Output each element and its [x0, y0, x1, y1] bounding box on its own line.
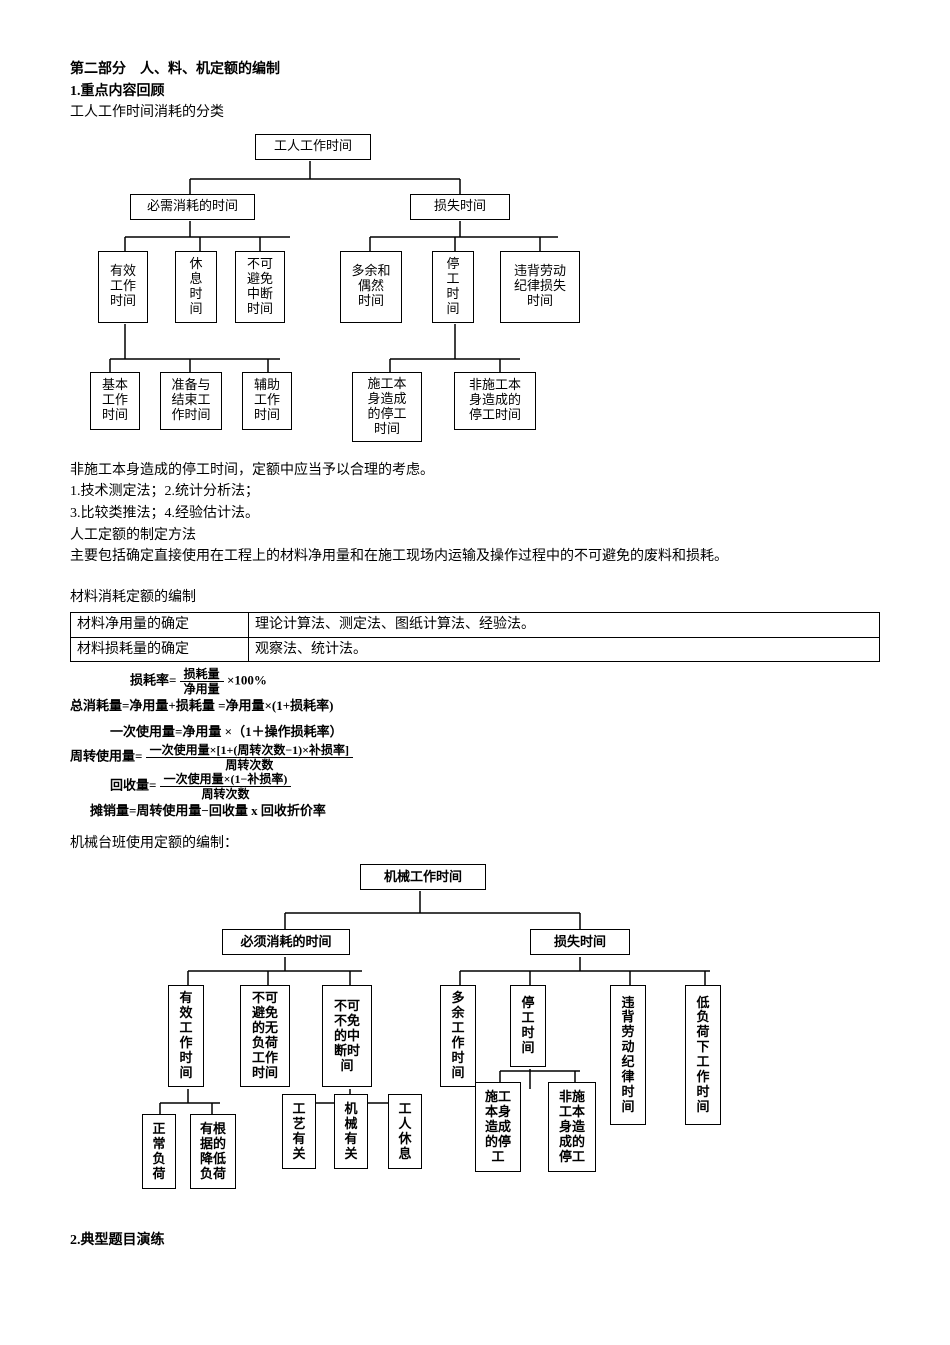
c2-l3d: 机 械 有 关	[334, 1094, 368, 1169]
p4: 人工定额的制定方法	[70, 526, 880, 546]
c1-l2e: 停 工 时 间	[432, 251, 474, 323]
c1-l2a: 有效 工作 时间	[98, 251, 148, 323]
worker-time-flowchart: 工人工作时间 必需消耗的时间 损失时间 有效 工作 时间 休 息 时 间 不可 …	[90, 129, 690, 449]
machine-time-flowchart: 机械工作时间 必须消耗的时间 损失时间 有 效 工 作 时 间 不可 避免 的无…	[150, 859, 790, 1199]
f4-den: 周转次数	[225, 758, 273, 771]
f3: 一次使用量=净用量 ×（1＋操作损耗率）	[110, 723, 880, 741]
p5: 主要包括确定直接使用在工程上的材料净用量和在施工现场内运输及操作过程中的不可避免…	[70, 547, 880, 567]
c1-l3b: 准备与 结束工 作时间	[160, 372, 222, 430]
c2-l3b: 有根 据的 降低 负荷	[190, 1114, 236, 1189]
c2-l2b: 不可 避免 的无 负荷 工作 时间	[240, 985, 290, 1087]
c2-l2a: 有 效 工 作 时 间	[168, 985, 204, 1087]
text2: 材料消耗定额的编制	[70, 588, 880, 608]
f1-num: 损耗量	[180, 668, 224, 682]
c1-l2f: 违背劳动 纪律损失 时间	[500, 251, 580, 323]
material-table: 材料净用量的确定 理论计算法、测定法、图纸计算法、经验法。 材料损耗量的确定 观…	[70, 612, 880, 662]
c1-l3d: 施工本 身造成 的停工 时间	[352, 372, 422, 442]
cell: 材料净用量的确定	[71, 612, 249, 637]
p3: 3.比较类推法；4.经验估计法。	[70, 504, 880, 524]
c1-l3e: 非施工本 身造成的 停工时间	[454, 372, 536, 430]
c2-l3c: 工 艺 有 关	[282, 1094, 316, 1169]
f1-den: 净用量	[184, 682, 220, 695]
c1-root: 工人工作时间	[255, 134, 371, 160]
f1-prefix: 损耗率=	[130, 673, 176, 688]
c1-l1a: 必需消耗的时间	[130, 194, 255, 220]
c2-l3a: 正 常 负 荷	[142, 1114, 176, 1189]
c2-l2e: 停 工 时 间	[510, 985, 546, 1067]
c1-l2b: 休 息 时 间	[175, 251, 217, 323]
c1-l2c: 不可 避免 中断 时间	[235, 251, 285, 323]
f1-suffix: ×100%	[227, 673, 267, 688]
c2-l2d: 多 余 工 作 时 间	[440, 985, 476, 1087]
table-row: 材料损耗量的确定 观察法、统计法。	[71, 637, 880, 662]
c2-root: 机械工作时间	[360, 864, 486, 890]
f2: 总消耗量=净用量+损耗量 =净用量×(1+损耗率)	[70, 697, 880, 715]
c2-l1b: 损失时间	[530, 929, 630, 955]
c2-l1a: 必须消耗的时间	[222, 929, 350, 955]
c2-l3e: 工 人 休 息	[388, 1094, 422, 1169]
table-row: 材料净用量的确定 理论计算法、测定法、图纸计算法、经验法。	[71, 612, 880, 637]
cell: 观察法、统计法。	[248, 637, 879, 662]
f5-prefix: 回收量=	[110, 777, 156, 792]
p2: 1.技术测定法；2.统计分析法；	[70, 482, 880, 502]
part-title: 第二部分 人、料、机定额的编制	[70, 60, 880, 80]
f5-den: 周转次数	[202, 787, 250, 800]
f5-num: 一次使用量×(1−补损率)	[160, 773, 292, 787]
c2-l2f: 违 背 劳 动 纪 律 时 间	[610, 985, 646, 1125]
c1-l3c: 辅助 工作 时间	[242, 372, 292, 430]
c2-l2c: 不可 不免 的中 断时 间	[322, 985, 372, 1087]
c1-l1b: 损失时间	[410, 194, 510, 220]
section-1-title: 1.重点内容回顾	[70, 82, 880, 102]
cell: 材料损耗量的确定	[71, 637, 249, 662]
c1-l2d: 多余和 偶然 时间	[340, 251, 402, 323]
cell: 理论计算法、测定法、图纸计算法、经验法。	[248, 612, 879, 637]
f6: 摊销量=周转使用量−回收量 x 回收折价率	[90, 802, 880, 820]
c2-l3g: 非施 工本 身造 成的 停工	[548, 1082, 596, 1172]
formula-block: 损耗率= 损耗量 净用量 ×100% 总消耗量=净用量+损耗量 =净用量×(1+…	[70, 668, 880, 820]
intro-line: 工人工作时间消耗的分类	[70, 103, 880, 123]
c2-l2g: 低 负 荷 下 工 作 时 间	[685, 985, 721, 1125]
p1: 非施工本身造成的停工时间，定额中应当予以合理的考虑。	[70, 461, 880, 481]
section-2-title: 2.典型题目演练	[70, 1231, 880, 1251]
f4-num: 一次使用量×[1+(周转次数−1)×补损率]	[146, 744, 353, 758]
text3: 机械台班使用定额的编制：	[70, 834, 880, 854]
c1-l3a: 基本 工作 时间	[90, 372, 140, 430]
f4-prefix: 周转使用量=	[70, 748, 142, 763]
c2-l3f: 施工 本身 造成 的停 工	[475, 1082, 521, 1172]
